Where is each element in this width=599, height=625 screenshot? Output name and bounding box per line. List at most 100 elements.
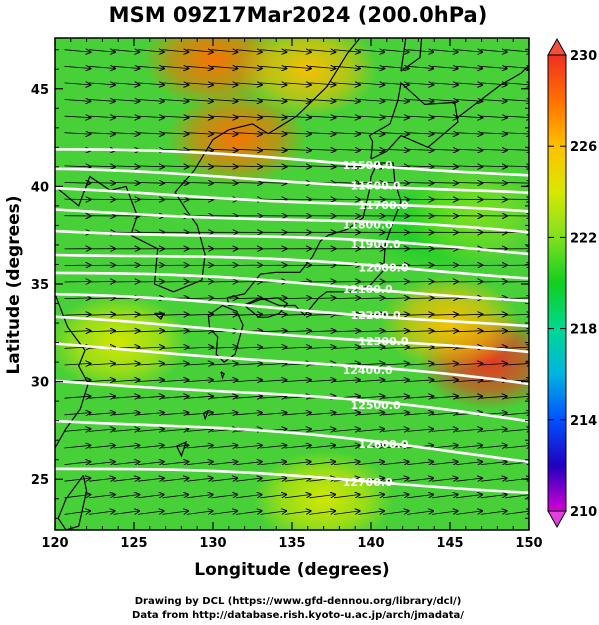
wind-arrow <box>64 314 91 315</box>
wind-arrow <box>456 495 482 499</box>
height-contour <box>55 271 529 303</box>
wind-arrow <box>211 396 237 398</box>
wind-arrow <box>505 50 529 52</box>
wind-arrow <box>333 66 360 68</box>
wind-arrow <box>505 495 529 499</box>
wind-arrow <box>186 314 213 315</box>
height-contour <box>55 253 529 280</box>
height-contours: 11500.0 11600.0 11700.0 11800.0 11900.0 12000… <box>55 148 529 494</box>
wind-arrow <box>480 495 507 499</box>
wind-arrow <box>456 50 482 52</box>
wind-arrow <box>64 413 91 415</box>
colorbar: 210 214 218 222 226 230 <box>547 37 597 529</box>
wind-arrow <box>186 413 213 415</box>
wind-arrow <box>235 495 262 499</box>
wind-arrow <box>260 495 286 499</box>
wind-arrow <box>64 511 91 515</box>
wind-arrow <box>235 149 262 150</box>
wind-arrow <box>113 183 140 184</box>
wind-arrow <box>505 363 529 365</box>
wind-arrow <box>505 199 529 200</box>
wind-arrow <box>382 199 409 200</box>
wind-arrow <box>64 331 91 332</box>
wind-arrow <box>382 116 409 118</box>
wind-arrow <box>284 380 311 382</box>
wind-arrow <box>211 166 237 167</box>
wind-arrow <box>211 380 237 382</box>
coastline <box>55 293 89 449</box>
wind-arrow <box>186 363 213 365</box>
y-tick-label: 30 <box>31 376 49 391</box>
wind-arrow <box>211 50 237 52</box>
wind-arrow <box>162 429 188 431</box>
wind-arrow <box>235 298 262 299</box>
wind-arrow <box>407 314 433 315</box>
wind-arrow <box>64 50 91 52</box>
wind-arrow <box>480 511 507 515</box>
wind-arrow <box>211 149 237 150</box>
wind-arrow <box>456 282 482 283</box>
wind-arrow <box>113 133 140 134</box>
wind-arrow <box>260 116 286 118</box>
wind-arrow <box>235 100 262 102</box>
wind-arrow <box>211 100 237 102</box>
wind-arrow <box>64 478 91 481</box>
wind-arrow <box>505 396 529 398</box>
colorbar-tick-label: 214 <box>570 414 597 429</box>
wind-arrow <box>235 83 262 85</box>
wind-arrow <box>113 331 140 332</box>
wind-arrow <box>186 183 213 184</box>
contour-label: 12400.0 <box>343 364 393 377</box>
wind-arrow <box>113 413 140 415</box>
wind-arrow <box>88 199 115 200</box>
wind-arrow <box>358 298 384 299</box>
wind-arrow <box>431 183 458 184</box>
wind-arrow <box>162 199 188 200</box>
wind-arrow <box>480 282 507 283</box>
wind-arrow <box>284 478 311 481</box>
wind-arrow <box>431 462 458 465</box>
wind-arrow <box>480 445 507 448</box>
wind-arrow <box>431 133 458 134</box>
wind-arrow <box>260 83 286 85</box>
wind-arrow <box>480 314 507 315</box>
wind-arrow <box>64 396 91 398</box>
y-tick-label: 40 <box>31 180 49 195</box>
contour-label: 12700.0 <box>343 476 393 489</box>
coastline <box>220 371 225 380</box>
wind-arrow <box>64 462 91 465</box>
wind-arrow <box>382 511 409 515</box>
wind-arrow <box>88 166 115 167</box>
wind-arrow <box>137 331 164 332</box>
wind-arrow <box>309 50 335 52</box>
wind-arrow <box>309 445 335 448</box>
wind-arrow <box>358 511 384 515</box>
wind-arrow <box>260 166 286 167</box>
wind-arrow <box>358 50 384 52</box>
wind-arrow <box>456 380 482 382</box>
wind-arrow <box>480 429 507 431</box>
wind-arrow <box>88 495 115 499</box>
wind-arrow <box>358 83 384 85</box>
y-axis: 25 30 35 40 45 <box>31 49 529 519</box>
wind-arrow <box>235 511 262 515</box>
wind-arrow <box>113 495 140 499</box>
height-contour <box>55 292 529 328</box>
wind-arrow <box>407 50 433 52</box>
wind-arrow <box>137 445 164 448</box>
wind-arrow <box>431 511 458 515</box>
wind-arrow <box>333 166 360 167</box>
wind-arrow <box>162 83 188 85</box>
wind-arrow <box>480 83 507 85</box>
wind-arrow <box>113 478 140 481</box>
wind-arrow <box>88 66 115 68</box>
wind-arrow <box>456 166 482 167</box>
wind-arrow <box>113 396 140 398</box>
wind-arrow <box>64 183 91 184</box>
wind-arrow <box>88 298 115 299</box>
wind-arrow <box>480 363 507 365</box>
wind-arrow <box>456 331 482 332</box>
wind-arrow <box>431 445 458 448</box>
wind-arrow <box>480 100 507 102</box>
wind-arrow <box>407 116 433 118</box>
